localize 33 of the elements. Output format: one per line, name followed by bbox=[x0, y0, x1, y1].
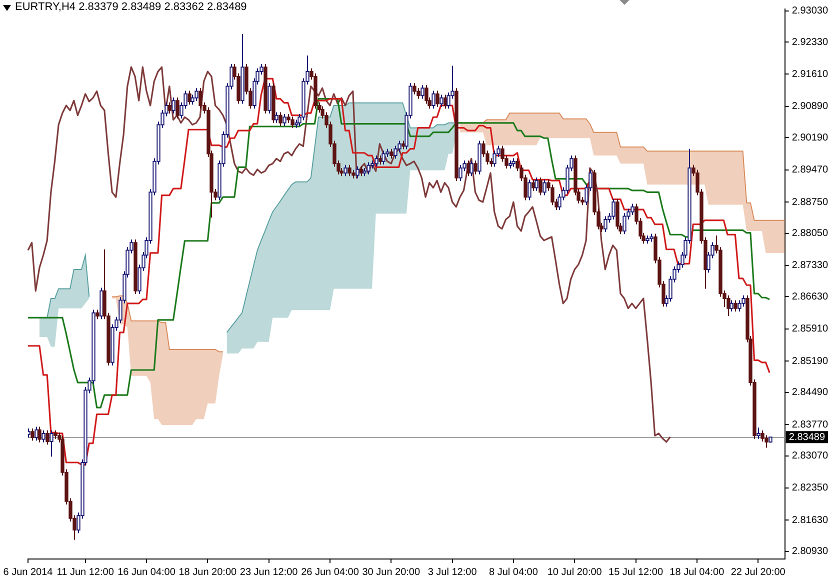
x-tick-label: 18 Jun 20:00 bbox=[178, 566, 238, 578]
x-tick-label: 15 Jul 12:00 bbox=[608, 566, 664, 578]
x-tick-label: 26 Jun 04:00 bbox=[301, 566, 360, 578]
y-tick-label: 2.85190 bbox=[792, 356, 828, 367]
x-tick-label: 30 Jun 20:00 bbox=[362, 566, 420, 578]
y-tick-label: 2.82350 bbox=[792, 482, 828, 494]
x-tick-label: 3 Jul 12:00 bbox=[428, 566, 478, 578]
x-tick-label: 8 Jul 04:00 bbox=[488, 566, 538, 578]
chart-title: EURTRY,H4 2.83379 2.83489 2.83362 2.83489 bbox=[15, 1, 247, 13]
x-tick-label: 23 Jun 12:00 bbox=[240, 566, 298, 578]
y-tick-label: 2.93030 bbox=[792, 6, 828, 17]
x-tick-label: 10 Jul 20:00 bbox=[547, 566, 602, 578]
y-tick-label: 2.88750 bbox=[792, 196, 828, 208]
y-tick-label: 2.91610 bbox=[792, 68, 828, 80]
y-tick-label: 2.83070 bbox=[792, 450, 828, 462]
x-tick-label: 11 Jun 12:00 bbox=[56, 566, 114, 578]
y-tick-label: 2.84490 bbox=[792, 387, 828, 398]
y-tick-label: 2.83770 bbox=[792, 419, 828, 430]
x-tick-label: 6 Jun 2014 bbox=[3, 566, 54, 578]
y-tick-label: 2.86630 bbox=[792, 291, 828, 302]
y-tick-label: 2.80930 bbox=[792, 546, 828, 558]
x-tick-label: 18 Jul 04:00 bbox=[670, 566, 725, 578]
y-tick-label: 2.90190 bbox=[792, 132, 828, 144]
y-tick-label: 2.87330 bbox=[792, 260, 828, 272]
x-tick-label: 22 Jul 20:00 bbox=[730, 566, 786, 578]
ref-line-label: 2.83489 bbox=[788, 432, 826, 443]
y-tick-label: 2.88050 bbox=[792, 228, 828, 240]
y-tick-label: 2.90890 bbox=[792, 101, 828, 112]
x-tick-label: 16 Jun 04:00 bbox=[118, 566, 176, 578]
y-tick-label: 2.85910 bbox=[792, 324, 828, 335]
y-tick-label: 2.81630 bbox=[792, 514, 828, 526]
y-tick-label: 2.89470 bbox=[792, 164, 828, 176]
y-tick-label: 2.92330 bbox=[792, 36, 828, 48]
